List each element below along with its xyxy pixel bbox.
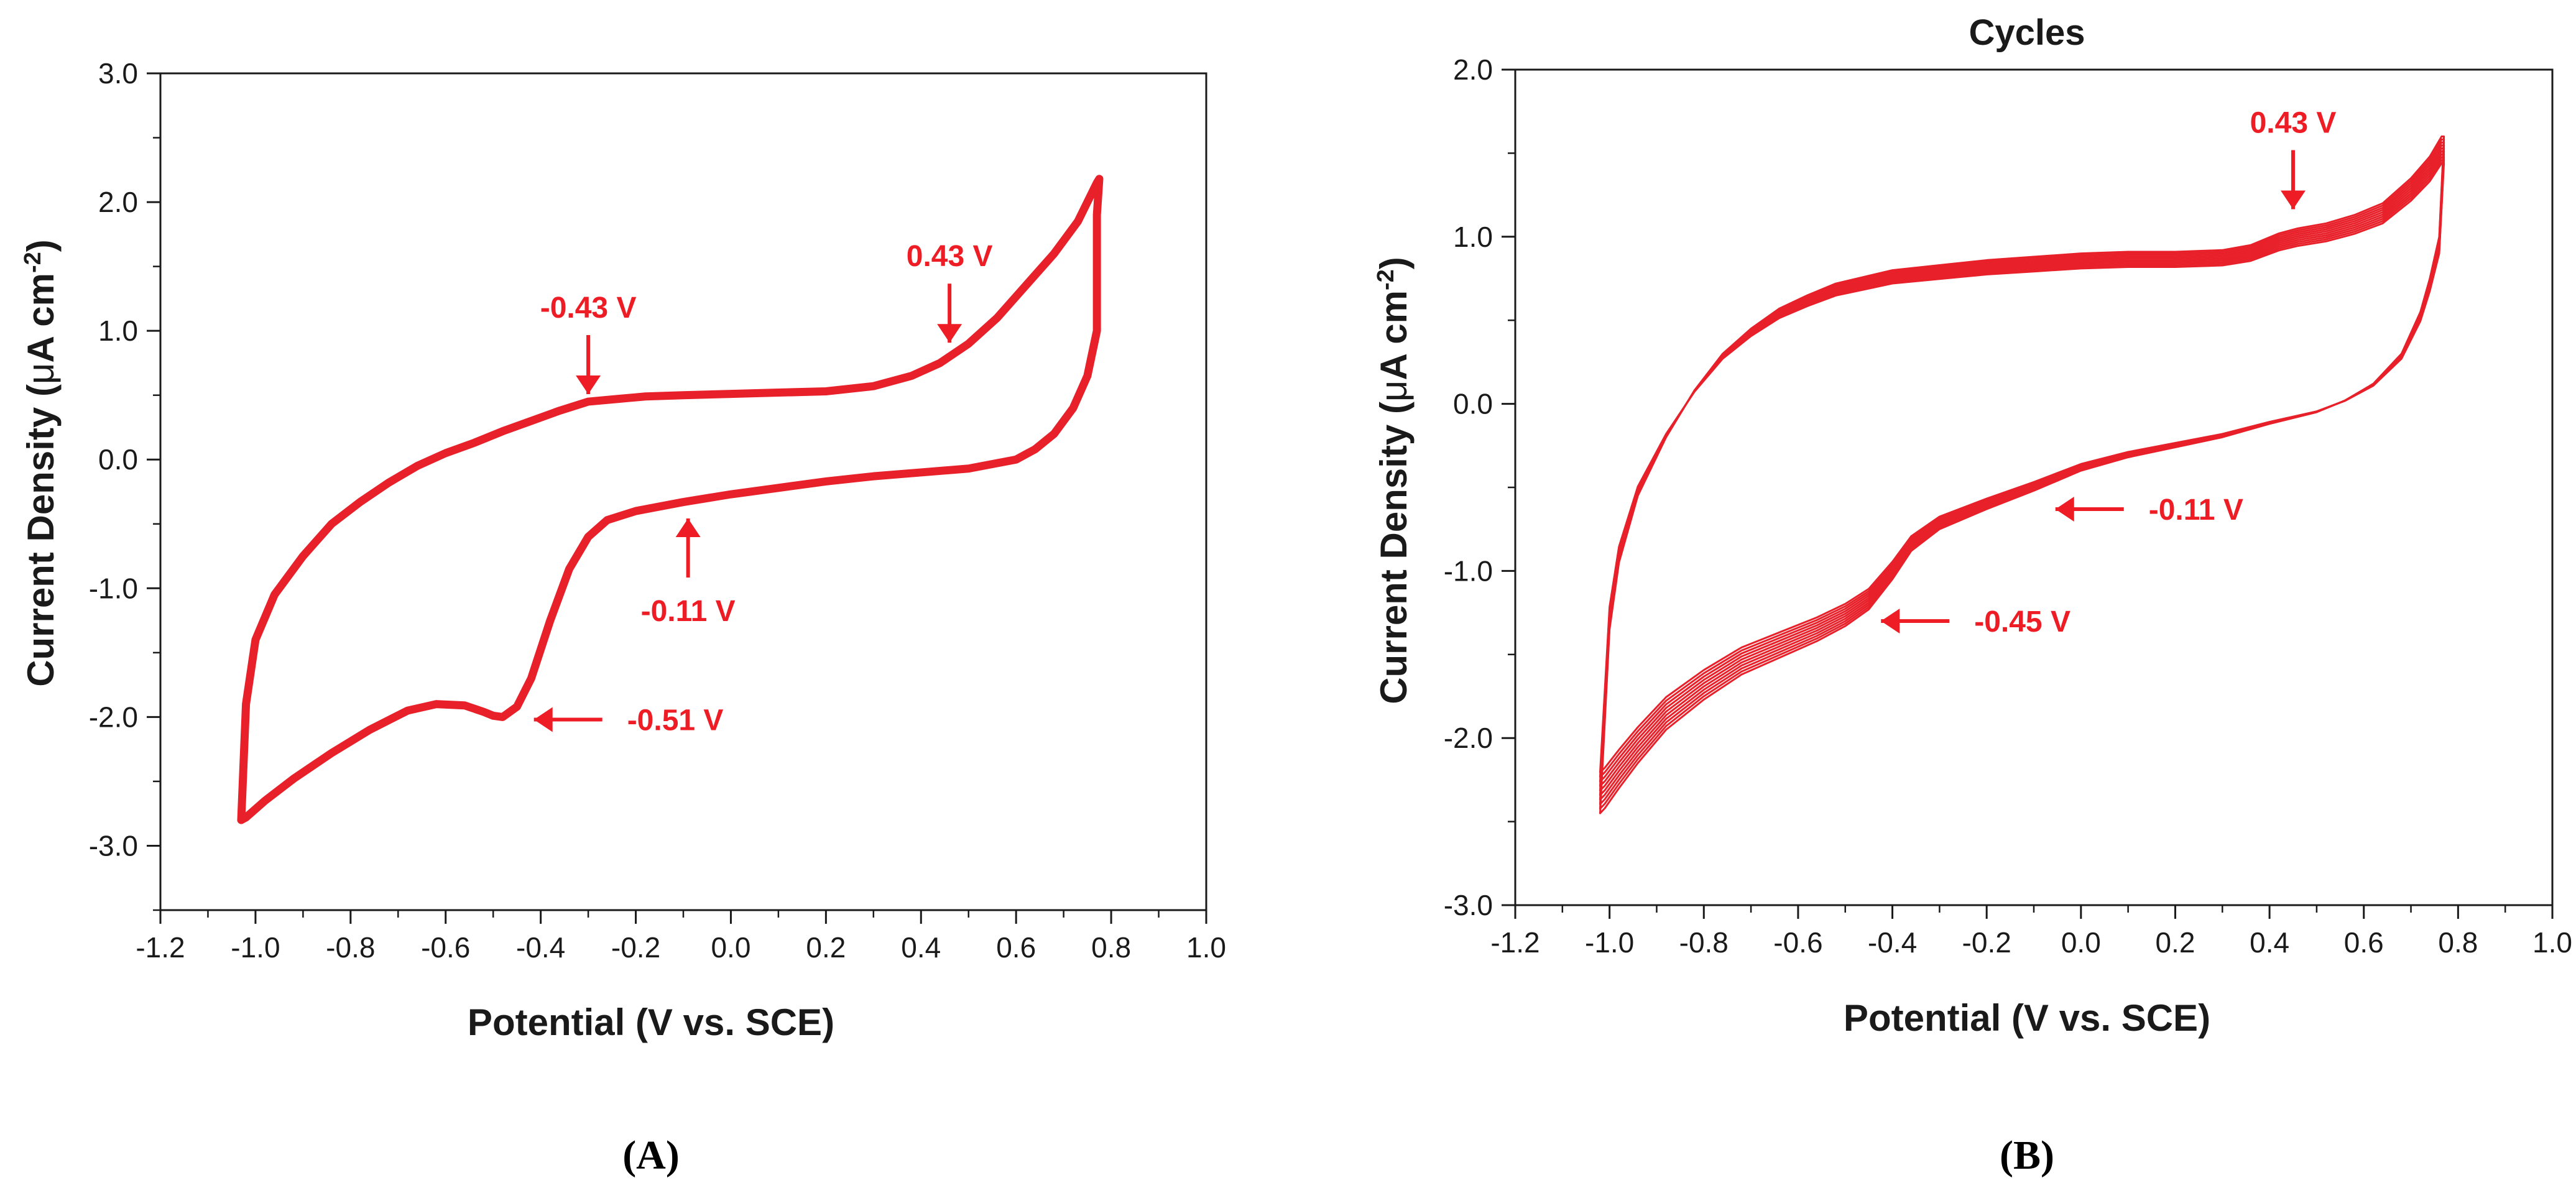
chart-b-annotation-label: 0.43 V bbox=[2250, 107, 2337, 140]
chart-a-xtick-label: 0.0 bbox=[711, 931, 750, 964]
chart-a-series-line-cycle-1 bbox=[237, 175, 1104, 824]
chart-b-xtick-label: -1.2 bbox=[1490, 926, 1540, 959]
chart-a-annotation-label: 0.43 V bbox=[907, 240, 993, 273]
chart-b-ylabel-mu: μ bbox=[1373, 380, 1415, 402]
chart-a-annotation: -0.11 V bbox=[641, 518, 736, 628]
chart-b-annotation: -0.45 V bbox=[1881, 606, 2070, 638]
chart-a-annotation: 0.43 V bbox=[907, 240, 993, 343]
chart-b-series-line-cycle-6 bbox=[1599, 150, 2445, 792]
chart-b-xlabel: Potential (V vs. SCE) bbox=[1844, 997, 2210, 1039]
chart-b-xtick-label: 0.6 bbox=[2344, 926, 2384, 959]
chart-a-annotation-label: -0.11 V bbox=[641, 595, 736, 628]
chart-a-annotation: -0.51 V bbox=[533, 704, 724, 737]
chart-b-annotation-label: -0.11 V bbox=[2149, 494, 2243, 527]
chart-a-xtick-label: -0.6 bbox=[421, 931, 470, 964]
chart-a-annotation-label: -0.51 V bbox=[627, 704, 724, 737]
chart-b-xtick-label: 1.0 bbox=[2532, 926, 2572, 959]
chart-a-ytick-label: 0.0 bbox=[98, 443, 138, 476]
chart-a-ytick-label: 3.0 bbox=[98, 57, 138, 90]
chart-b-series-line-cycle-10 bbox=[1599, 162, 2445, 773]
panel-label-a: (A) bbox=[622, 1133, 680, 1178]
chart-b-xtick-label: -1.0 bbox=[1585, 926, 1634, 959]
chart-a-xtick-label: 1.0 bbox=[1186, 931, 1226, 964]
chart-b-marks: -1.2 -1.0 -0.8 -0.6 -0.4 -0.2 0.0 0.2 0.4 0.6 0.8 1… bbox=[1444, 53, 2572, 959]
chart-a-xtick-label: -0.2 bbox=[611, 931, 660, 964]
chart-b-ylabel-close: ) bbox=[1373, 257, 1415, 269]
chart-b-xtick-label: 0.0 bbox=[2061, 926, 2101, 959]
chart-b-series-line-cycle-7 bbox=[1599, 153, 2445, 787]
chart-b-ylabel-sup: -2 bbox=[1373, 269, 1399, 290]
chart-b-annotation-arrow-head bbox=[2281, 190, 2306, 210]
chart-a-annotation: -0.43 V bbox=[540, 292, 637, 395]
chart-b-xtick-label: -0.8 bbox=[1679, 926, 1729, 959]
chart-a-xtick-label: 0.6 bbox=[996, 931, 1036, 964]
chart-a-xtick-label: -1.2 bbox=[136, 931, 185, 964]
chart-a-xtick-label: -0.8 bbox=[326, 931, 375, 964]
chart-b-series-line-cycle-9 bbox=[1599, 159, 2445, 778]
chart-b-xtick-label: -0.2 bbox=[1962, 926, 2011, 959]
chart-a-annotation-arrow-head bbox=[675, 518, 701, 538]
chart-a-ytick-label: 2.0 bbox=[98, 186, 138, 218]
chart-b-title: Cycles bbox=[1969, 12, 2085, 53]
chart-a-ylabel-main: Current Density ( bbox=[20, 384, 62, 687]
chart-b-xtick-label: 0.4 bbox=[2250, 926, 2289, 959]
chart-b-annotation: -0.11 V bbox=[2055, 494, 2243, 527]
chart-a-xtick-label: 0.4 bbox=[901, 931, 941, 964]
chart-a-xtick-label: 0.8 bbox=[1091, 931, 1131, 964]
chart-a-xtick-label: -1.0 bbox=[231, 931, 280, 964]
chart-b-ytick-label: 1.0 bbox=[1453, 221, 1493, 253]
chart-a-ylabel-mu: μ bbox=[20, 362, 62, 384]
chart-b-annotation: 0.43 V bbox=[2250, 107, 2337, 210]
chart-b-ylabel: Current Density (μA cm-2) bbox=[1373, 257, 1415, 704]
chart-a-ylabel-sup: -2 bbox=[20, 252, 46, 273]
chart-b-series-line-cycle-8 bbox=[1599, 156, 2445, 783]
chart-b-series-line-cycle-2 bbox=[1599, 138, 2445, 810]
chart-b-series-line-cycle-1 bbox=[1599, 136, 2445, 814]
chart-b-annotation-label: -0.45 V bbox=[1974, 606, 2070, 638]
chart-b-ylabel-main: Current Density ( bbox=[1373, 402, 1415, 704]
chart-b-xtick-label: 0.8 bbox=[2438, 926, 2478, 959]
chart-a-annotation-label: -0.43 V bbox=[540, 292, 637, 325]
chart-a-annotation-arrow-head bbox=[576, 375, 601, 395]
chart-a-xtick-label: 0.2 bbox=[806, 931, 846, 964]
panel-label-b: (B) bbox=[2000, 1133, 2054, 1178]
chart-a-marks: -1.2 -1.0 -0.8 -0.6 -0.4 -0.2 0.0 0.2 0.4 0.6 0.8 1… bbox=[89, 57, 1226, 964]
chart-a-plot-frame bbox=[159, 72, 1207, 911]
chart-a-annotation-arrow-head bbox=[533, 707, 553, 732]
chart-a-ytick-label: -2.0 bbox=[89, 701, 138, 733]
chart-b-ylabel-unit: A cm bbox=[1373, 290, 1415, 380]
chart-a-xlabel: Potential (V vs. SCE) bbox=[468, 1002, 834, 1043]
chart-a-ylabel-close: ) bbox=[20, 239, 62, 252]
chart-b-xtick-label: -0.6 bbox=[1773, 926, 1822, 959]
chart-b: -1.2 -1.0 -0.8 -0.6 -0.4 -0.2 0.0 0.2 0.4 0.6 0.8 1… bbox=[1373, 12, 2572, 1178]
chart-a-ytick-label: -3.0 bbox=[89, 829, 138, 862]
chart-b-series-line-cycle-5 bbox=[1599, 147, 2445, 796]
chart-b-annotation-arrow-head bbox=[2055, 496, 2074, 522]
chart-a-ylabel-unit: A cm bbox=[20, 273, 62, 363]
chart-b-ytick-label: -1.0 bbox=[1444, 555, 1493, 587]
chart-b-series-line-cycle-4 bbox=[1599, 144, 2445, 801]
chart-b-annotation-arrow-head bbox=[1881, 609, 1900, 634]
chart-a-ytick-label: 1.0 bbox=[98, 315, 138, 347]
chart-a-annotation-arrow-head bbox=[937, 324, 963, 343]
chart-a-ytick-label: -1.0 bbox=[89, 572, 138, 604]
chart-b-xtick-label: 0.2 bbox=[2155, 926, 2195, 959]
chart-b-ytick-label: 2.0 bbox=[1453, 53, 1493, 86]
chart-a-ylabel: Current Density (μA cm-2) bbox=[20, 239, 62, 687]
chart-a: -1.2 -1.0 -0.8 -0.6 -0.4 -0.2 0.0 0.2 0.4 0.6 0.8 1… bbox=[20, 57, 1226, 1178]
chart-b-xtick-label: -0.4 bbox=[1868, 926, 1917, 959]
chart-b-ytick-label: -2.0 bbox=[1444, 722, 1493, 754]
chart-b-series-line-cycle-3 bbox=[1599, 141, 2445, 806]
chart-b-ytick-label: -3.0 bbox=[1444, 889, 1493, 921]
chart-a-xtick-label: -0.4 bbox=[516, 931, 565, 964]
chart-b-ytick-label: 0.0 bbox=[1453, 388, 1493, 420]
